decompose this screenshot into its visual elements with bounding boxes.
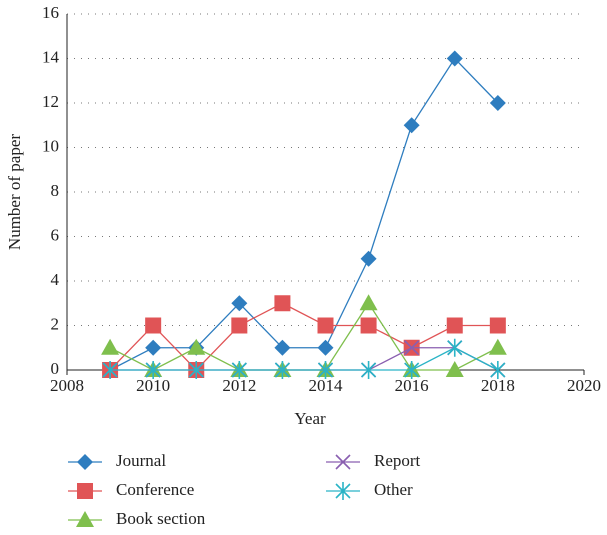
y-tick-label: 10 [42, 136, 59, 155]
x-axis-label: Year [294, 409, 326, 428]
legend-item: Report [326, 451, 421, 470]
y-tick-label: 8 [51, 181, 60, 200]
marker [145, 339, 162, 356]
legend-item: Other [326, 480, 413, 500]
marker [335, 482, 351, 500]
legend-label: Report [374, 451, 421, 470]
marker [489, 317, 506, 334]
marker [231, 361, 247, 379]
marker [274, 339, 291, 356]
marker [404, 361, 420, 379]
y-tick-label: 0 [51, 359, 60, 378]
marker [359, 294, 378, 311]
marker [102, 361, 118, 379]
marker [446, 50, 463, 67]
marker [101, 338, 120, 355]
series-line [110, 347, 499, 371]
x-tick-label: 2016 [395, 376, 429, 395]
y-tick-label: 2 [51, 314, 60, 333]
marker [274, 295, 291, 312]
marker [76, 511, 94, 527]
marker [360, 317, 377, 334]
marker [317, 339, 334, 356]
series-line [110, 347, 499, 371]
y-tick-label: 14 [42, 47, 60, 66]
marker [317, 361, 334, 379]
marker [77, 454, 93, 470]
series-line [109, 302, 499, 371]
marker [404, 340, 420, 356]
y-axis-label: Number of paper [5, 134, 24, 250]
marker [145, 361, 161, 379]
x-tick-label: 2012 [222, 376, 256, 395]
legend-label: Other [374, 480, 413, 499]
series-line [109, 302, 498, 371]
legend-label: Conference [116, 480, 194, 499]
marker [360, 250, 377, 267]
marker [317, 317, 334, 334]
marker [488, 338, 507, 355]
legend-item: Book section [68, 509, 206, 528]
marker [231, 317, 248, 334]
marker [274, 361, 290, 379]
marker [77, 483, 93, 499]
legend-item: Journal [68, 451, 166, 470]
x-tick-label: 2010 [136, 376, 170, 395]
y-tick-label: 6 [51, 225, 60, 244]
marker [445, 361, 464, 377]
y-tick-label: 12 [42, 92, 59, 111]
marker [188, 361, 204, 379]
y-tick-label: 4 [51, 270, 60, 289]
series-line [109, 57, 499, 371]
marker [403, 117, 420, 134]
marker [447, 338, 463, 357]
marker [335, 454, 351, 470]
y-tick-label: 16 [42, 3, 59, 22]
marker [145, 317, 162, 334]
marker [231, 295, 248, 312]
x-tick-label: 2008 [50, 376, 84, 395]
marker [446, 317, 463, 334]
marker [361, 361, 377, 379]
marker [489, 95, 506, 111]
marker [490, 361, 506, 379]
x-tick-label: 2018 [481, 376, 515, 395]
legend-item: Conference [68, 480, 194, 499]
marker [187, 338, 206, 355]
x-tick-label: 2020 [567, 376, 601, 395]
x-tick-label: 2014 [309, 376, 344, 395]
legend-label: Book section [116, 509, 206, 528]
legend-label: Journal [116, 451, 166, 470]
